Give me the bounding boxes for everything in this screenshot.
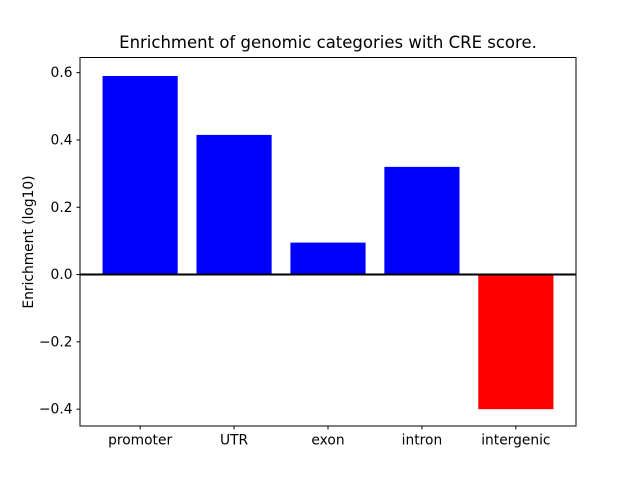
y-tick-label: 0.0 bbox=[51, 267, 73, 283]
y-tick-label: −0.4 bbox=[39, 402, 73, 418]
y-tick-label: 0.2 bbox=[51, 200, 73, 216]
y-tick-label: 0.4 bbox=[51, 132, 73, 148]
bar-intergenic bbox=[478, 274, 554, 410]
chart-title: Enrichment of genomic categories with CR… bbox=[119, 33, 537, 52]
x-tick-label-UTR: UTR bbox=[220, 433, 249, 449]
x-tick-label-intergenic: intergenic bbox=[481, 433, 550, 449]
bar-UTR bbox=[196, 134, 272, 275]
x-tick-label-exon: exon bbox=[311, 433, 344, 449]
x-tick-label-promoter: promoter bbox=[108, 433, 172, 449]
bar-promoter bbox=[102, 76, 178, 275]
y-tick-label: 0.6 bbox=[51, 65, 73, 81]
y-tick-label: −0.2 bbox=[39, 334, 73, 350]
x-tick-label-intron: intron bbox=[402, 433, 443, 449]
bar-intron bbox=[384, 166, 460, 275]
bar-exon bbox=[290, 242, 366, 275]
